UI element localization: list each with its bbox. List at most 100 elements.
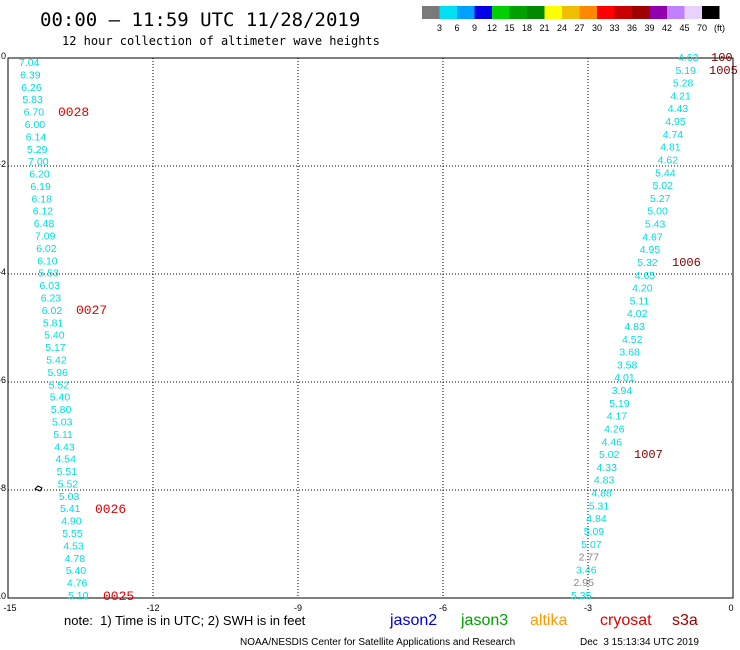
legend-swatch	[649, 6, 667, 19]
wave-height-value: 4.84	[586, 513, 607, 525]
wave-height-value: 5.28	[673, 78, 694, 90]
wave-height-value: 5.35	[571, 590, 592, 602]
wave-height-value: 4.63	[678, 52, 699, 64]
wave-height-value: 4.20	[632, 283, 653, 295]
legend-label: 24	[557, 23, 567, 33]
legend-label: 6	[454, 23, 459, 33]
y-tick-label: 0	[1, 51, 6, 61]
legend-swatch	[422, 6, 440, 19]
wave-height-value: 4.65	[635, 270, 656, 282]
wave-height-value: 5.03	[52, 417, 73, 429]
time-label: 100	[711, 51, 733, 65]
legend-label: 3	[437, 23, 442, 33]
map-subtitle: 12 hour collection of altimeter wave hei…	[62, 34, 380, 48]
wave-height-value: 5.17	[45, 342, 66, 354]
wave-height-value: 4.26	[604, 424, 625, 436]
wave-height-value: 5.51	[57, 466, 78, 478]
wave-height-value: 4.43	[54, 441, 75, 453]
legend-swatch	[509, 6, 527, 19]
wave-height-value: 5.11	[53, 429, 73, 441]
wave-height-value: 4.83	[594, 475, 615, 487]
plot-area: -15-12-9-6-300-2-4-6-8-10 7.046.396.265.…	[0, 51, 738, 613]
wave-height-value: 4.78	[65, 553, 86, 565]
legend-label: 36	[627, 23, 637, 33]
wave-height-value: 7.09	[35, 231, 56, 243]
legend-label: 21	[539, 23, 549, 33]
wave-height-value: 5.31	[589, 500, 610, 512]
wave-height-value: 4.52	[622, 334, 643, 346]
map-title: 00:00 – 11:59 UTC 11/28/2019	[40, 9, 360, 31]
wave-height-value: 4.46	[602, 436, 623, 448]
wave-height-value: 6.02	[42, 305, 63, 317]
legend-label: 70	[697, 23, 707, 33]
y-tick-label: -8	[0, 483, 6, 493]
wave-height-value: 6.14	[26, 131, 47, 143]
wave-height-value: 4.76	[67, 578, 88, 590]
y-tick-label: -2	[0, 159, 6, 169]
time-label: 0028	[58, 105, 89, 120]
legend-label: 27	[574, 23, 584, 33]
wave-height-value: 6.00	[25, 119, 46, 131]
plot-frame	[7, 57, 734, 599]
wave-height-value: 5.53	[38, 268, 59, 280]
legend-label: 42	[662, 23, 672, 33]
color-legend: 3 6 9 12 15 18 21 24 27 30 33 36 39 42 45 70 (ft)	[422, 6, 725, 33]
legend-label: 39	[644, 23, 654, 33]
left-satellite-track: 7.046.396.265.836.706.006.145.297.006.20…	[19, 57, 89, 602]
legend-label: (ft)	[714, 23, 725, 33]
legend-swatch	[457, 6, 475, 19]
wave-height-value: 6.03	[40, 280, 61, 292]
wave-height-value: 5.55	[62, 528, 83, 540]
wave-height-value: 6.23	[41, 293, 62, 305]
wave-height-value: 5.52	[49, 379, 70, 391]
legend-swatch	[579, 6, 597, 19]
wave-height-value: 6.10	[37, 255, 58, 267]
time-label: 0025	[103, 589, 134, 604]
wave-height-value: 4.62	[658, 155, 679, 167]
wave-height-value: 5.32	[637, 257, 658, 269]
footer-note: note: 1) Time is in UTC; 2) SWH is in fe…	[64, 613, 306, 628]
satellite-legend: jason2 jason3 altika cryosat s3a	[389, 612, 698, 629]
wave-height-value: 5.03	[59, 491, 80, 503]
wave-height-value: 5.41	[60, 503, 81, 515]
wave-height-value: 6.02	[36, 243, 57, 255]
wave-height-value: 5.80	[51, 404, 72, 416]
legend-label: 30	[592, 23, 602, 33]
legend-swatch	[614, 6, 632, 19]
wave-height-value: 5.83	[22, 94, 43, 106]
wave-height-value: 4.67	[642, 231, 663, 243]
wave-height-value: 7.00	[28, 156, 49, 168]
satellite-name: jason2	[389, 612, 437, 629]
wave-height-value: 6.19	[30, 181, 51, 193]
wave-height-value: 4.90	[61, 516, 82, 528]
legend-swatch	[684, 6, 702, 19]
wave-height-value: 6.18	[32, 193, 53, 205]
wave-height-value: 5.96	[48, 367, 69, 379]
wave-height-value: 6.12	[33, 206, 54, 218]
wave-height-value: 5.40	[44, 330, 65, 342]
time-label: 1006	[672, 256, 701, 270]
wave-height-value: 2.77	[579, 552, 600, 564]
legend-swatch	[492, 6, 510, 19]
wave-height-value: 4.83	[625, 321, 646, 333]
right-satellite-track: 4.635.195.284.214.434.954.744.814.625.44…	[571, 52, 699, 602]
legend-swatch	[632, 6, 650, 19]
wave-height-value: 6.48	[34, 218, 55, 230]
wave-height-value: 4.53	[63, 540, 84, 552]
wave-height-value: 5.42	[46, 355, 67, 367]
wave-height-value: 3.58	[617, 359, 638, 371]
satellite-name: jason3	[460, 612, 508, 629]
x-tick-label: -3	[584, 603, 592, 613]
wave-height-value: 4.95	[665, 116, 686, 128]
coastline-marker	[34, 485, 43, 492]
wave-height-value: 3.68	[619, 347, 640, 359]
wave-height-value: 4.21	[670, 90, 691, 102]
y-tick-label: -6	[0, 375, 6, 385]
y-tick-label: -4	[0, 267, 6, 277]
time-label: 0026	[95, 502, 126, 517]
satellite-name: s3a	[672, 612, 698, 629]
wave-height-value: 3.94	[612, 385, 633, 397]
x-tick-label: -9	[294, 603, 302, 613]
wave-height-value: 5.07	[581, 539, 602, 551]
